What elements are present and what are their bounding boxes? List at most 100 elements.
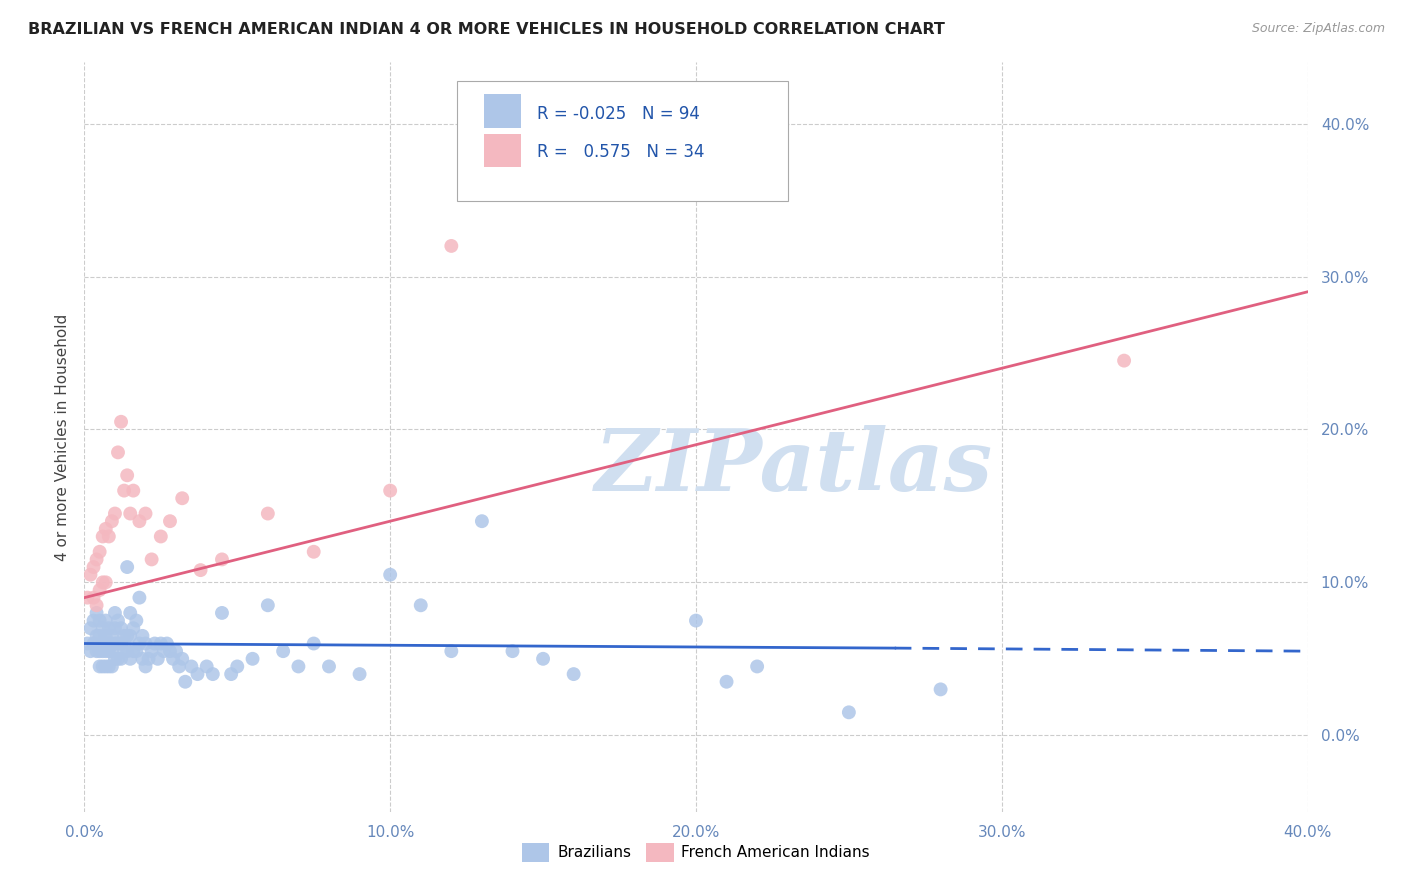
- Point: [91, 621, 114, 635]
- Point: [97, 529, 120, 543]
- Point: [112, 644, 135, 658]
- Point: [86, 629, 108, 643]
- Point: [110, 621, 132, 635]
- Point: [115, 560, 138, 574]
- Text: R = -0.025   N = 94: R = -0.025 N = 94: [537, 105, 700, 123]
- Point: [172, 652, 194, 666]
- Point: [76, 591, 98, 605]
- Point: [172, 491, 194, 506]
- Point: [211, 552, 233, 566]
- Text: BRAZILIAN VS FRENCH AMERICAN INDIAN 4 OR MORE VEHICLES IN HOUSEHOLD CORRELATION : BRAZILIAN VS FRENCH AMERICAN INDIAN 4 OR…: [28, 22, 945, 37]
- Point: [110, 415, 132, 429]
- Point: [141, 644, 163, 658]
- Point: [79, 621, 101, 635]
- Point: [94, 522, 117, 536]
- Point: [409, 599, 432, 613]
- Text: R =   0.575   N = 34: R = 0.575 N = 34: [537, 143, 704, 161]
- Point: [195, 659, 218, 673]
- Point: [104, 636, 127, 650]
- Point: [159, 514, 181, 528]
- Point: [165, 644, 187, 658]
- Point: [562, 667, 585, 681]
- Point: [716, 674, 738, 689]
- Point: [380, 483, 402, 498]
- Point: [104, 652, 127, 666]
- Point: [471, 514, 494, 528]
- Legend: Brazilians, French American Indians: Brazilians, French American Indians: [516, 837, 876, 868]
- Point: [257, 599, 280, 613]
- Point: [531, 652, 554, 666]
- Point: [101, 644, 124, 658]
- Point: [242, 652, 264, 666]
- Point: [302, 636, 325, 650]
- Point: [89, 545, 111, 559]
- Point: [1114, 353, 1136, 368]
- Point: [107, 445, 129, 459]
- Point: [180, 659, 202, 673]
- Point: [89, 582, 111, 597]
- Point: [112, 629, 135, 643]
- Point: [135, 636, 157, 650]
- Point: [86, 599, 108, 613]
- Point: [149, 529, 172, 543]
- Point: [97, 621, 120, 635]
- Point: [107, 636, 129, 650]
- Point: [190, 563, 212, 577]
- Point: [94, 614, 117, 628]
- Point: [94, 575, 117, 590]
- Point: [89, 644, 111, 658]
- Point: [125, 614, 148, 628]
- Point: [120, 629, 142, 643]
- Point: [91, 659, 114, 673]
- Point: [257, 507, 280, 521]
- Point: [143, 636, 166, 650]
- Point: [135, 659, 157, 673]
- Point: [174, 674, 197, 689]
- Point: [101, 629, 124, 643]
- Point: [838, 706, 860, 720]
- Point: [685, 614, 707, 628]
- Point: [135, 507, 157, 521]
- Point: [89, 659, 111, 673]
- Point: [104, 621, 127, 635]
- Point: [115, 644, 138, 658]
- Point: [104, 507, 127, 521]
- Point: [380, 567, 402, 582]
- Point: [440, 644, 463, 658]
- Point: [115, 629, 138, 643]
- Point: [110, 652, 132, 666]
- Point: [83, 591, 105, 605]
- Y-axis label: 4 or more Vehicles in Household: 4 or more Vehicles in Household: [55, 313, 70, 561]
- Point: [186, 667, 208, 681]
- Point: [287, 659, 309, 673]
- Point: [271, 644, 294, 658]
- Point: [76, 636, 98, 650]
- Point: [302, 545, 325, 559]
- Point: [83, 614, 105, 628]
- Point: [149, 636, 172, 650]
- Point: [120, 507, 142, 521]
- Point: [94, 644, 117, 658]
- FancyBboxPatch shape: [457, 81, 787, 201]
- Point: [101, 659, 124, 673]
- Point: [122, 644, 145, 658]
- Point: [89, 629, 111, 643]
- Point: [86, 552, 108, 566]
- Point: [146, 652, 169, 666]
- Point: [107, 614, 129, 628]
- Point: [131, 652, 153, 666]
- Point: [79, 567, 101, 582]
- Point: [97, 636, 120, 650]
- Point: [112, 483, 135, 498]
- Point: [128, 591, 150, 605]
- Text: ZIPatlas: ZIPatlas: [595, 425, 993, 508]
- Point: [138, 652, 160, 666]
- Point: [201, 667, 224, 681]
- Point: [502, 644, 524, 658]
- FancyBboxPatch shape: [484, 134, 522, 168]
- Point: [349, 667, 371, 681]
- Point: [153, 644, 176, 658]
- Point: [219, 667, 242, 681]
- Point: [83, 560, 105, 574]
- Point: [91, 644, 114, 658]
